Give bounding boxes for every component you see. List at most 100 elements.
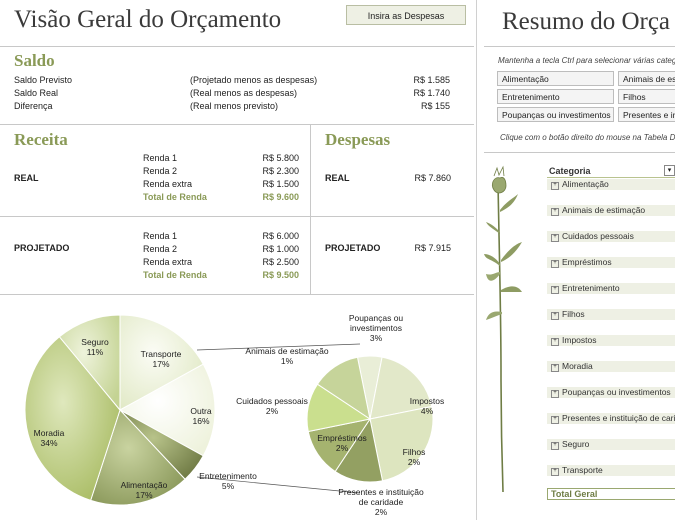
income-value: R$ 1.000 [262, 244, 299, 254]
income-total-value: R$ 9.500 [262, 270, 299, 280]
saldo-row-value: R$ 1.740 [413, 88, 450, 98]
saldo-row-label: Saldo Real [14, 88, 59, 98]
income-value: R$ 1.500 [262, 179, 299, 189]
slice-label-moradia: Moradia 34% [33, 428, 65, 448]
expand-icon[interactable]: + [551, 208, 559, 216]
pivot-category-row[interactable]: + Empréstimos [547, 257, 675, 268]
slice-label-presentes: Presentes e instituição de caridade 2% [338, 487, 424, 517]
slicer-item[interactable]: Entretenimento [497, 89, 614, 104]
income-value: R$ 2.500 [262, 257, 299, 267]
expand-icon[interactable]: + [551, 442, 559, 450]
income-total-label: Total de Renda [143, 270, 207, 280]
receita-heading: Receita [14, 130, 68, 149]
slice-label-animais: Animais de estimação 1% [245, 346, 329, 366]
receita-projetado-label: PROJETADO [14, 243, 70, 253]
enter-expenses-button[interactable]: Insira as Despesas [346, 5, 466, 25]
expand-icon[interactable]: + [551, 416, 559, 424]
pivot-category-row[interactable]: + Animais de estimação [547, 205, 675, 216]
saldo-row-note: (Projetado menos as despesas) [190, 75, 318, 85]
pivot-category-row[interactable]: + Entretenimento [547, 283, 675, 294]
slice-label-seguro: Seguro 11% [81, 337, 109, 357]
slicer-item[interactable]: Presentes e inst [618, 107, 675, 122]
income-name: Renda 1 [143, 153, 178, 163]
slice-label-transporte: Transporte 17% [140, 349, 182, 369]
filter-dropdown-icon[interactable]: ▾ [664, 165, 675, 176]
expand-icon[interactable]: + [551, 286, 559, 294]
expense-pie-chart [24, 314, 434, 506]
slicer-item[interactable]: Animais de esti [618, 71, 675, 86]
pivot-category-row[interactable]: + Alimentação [547, 179, 675, 190]
pie-slice-outra [118, 363, 216, 457]
income-name: Renda 2 [143, 244, 178, 254]
connector-line [196, 476, 361, 494]
income-value: R$ 2.300 [262, 166, 299, 176]
slice-label-outra: Outra 16% [190, 406, 212, 426]
receita-real-label: REAL [14, 173, 39, 183]
sheet-divider [476, 0, 485, 520]
despesas-real-label: REAL [325, 173, 350, 183]
income-value: R$ 5.800 [262, 153, 299, 163]
slice-label-impostos: Impostos 4% [409, 396, 445, 416]
pie-slice-alimentação [90, 409, 186, 506]
expand-icon[interactable]: + [551, 234, 559, 242]
connector-line [196, 343, 361, 351]
despesas-real-value: R$ 7.860 [414, 173, 451, 183]
expand-icon[interactable]: + [551, 260, 559, 268]
pie-slice-transporte [119, 314, 204, 411]
despesas-projetado-label: PROJETADO [325, 243, 381, 253]
pivot-category-row[interactable]: + Cuidados pessoais [547, 231, 675, 242]
pivot-category-row[interactable]: + Transporte [547, 465, 675, 476]
saldo-row-value: R$ 155 [420, 101, 450, 111]
page-title: Visão Geral do Orçamento [14, 6, 282, 33]
slice-label-entretenimento: Entretenimento 5% [199, 471, 257, 491]
expand-icon[interactable]: + [551, 390, 559, 398]
saldo-row-value: R$ 1.585 [413, 75, 450, 85]
pie-slice-moradia [24, 336, 121, 501]
slice-label-cuidados: Cuidados pessoais 2% [236, 396, 308, 416]
pie-slice-secondary-6 [316, 356, 371, 421]
saldo-row-note: (Real menos as despesas) [190, 88, 298, 98]
income-total-label: Total de Renda [143, 192, 207, 202]
slicer-item[interactable]: Filhos [618, 89, 675, 104]
pivot-total-row: Total Geral [547, 488, 675, 500]
pivot-hint: Clique com o botão direito do mouse na T… [500, 133, 675, 142]
slicer-hint: Mantenha a tecla Ctrl para selecionar vá… [498, 56, 675, 65]
income-name: Renda 1 [143, 231, 178, 241]
pivot-category-row[interactable]: + Filhos [547, 309, 675, 320]
slice-label-emprestimos: Empréstimos 2% [317, 433, 367, 453]
despesas-heading: Despesas [325, 130, 391, 149]
plant-illustration [484, 165, 522, 492]
saldo-row-label: Saldo Previsto [14, 75, 73, 85]
slice-label-filhos: Filhos 2% [402, 447, 426, 467]
pie-secondary [306, 355, 434, 483]
income-total-value: R$ 9.600 [262, 192, 299, 202]
pie-primary [24, 314, 216, 506]
pivot-category-row[interactable]: +Presentes e instituição de caridade [547, 413, 675, 424]
pie-slice-secondary-2 [369, 405, 434, 482]
pivot-category-row[interactable]: + Impostos [547, 335, 675, 346]
pivot-category-row[interactable]: + Poupanças ou investimentos [547, 387, 675, 398]
saldo-row-note: (Real menos previsto) [190, 101, 279, 111]
pivot-header: Categoria [549, 166, 591, 176]
pivot-category-row[interactable]: + Seguro [547, 439, 675, 450]
slicer-item[interactable]: Poupanças ou investimentos [497, 107, 614, 122]
saldo-row-label: Diferença [14, 101, 53, 111]
pivot-category-row[interactable]: + Moradia [547, 361, 675, 372]
slicer-item[interactable]: Alimentação [497, 71, 614, 86]
slice-label-alimentacao: Alimentação 17% [120, 480, 168, 500]
expand-icon[interactable]: + [551, 364, 559, 372]
pie-slice-secondary-1 [369, 356, 433, 420]
income-name: Renda extra [143, 257, 193, 267]
expand-icon[interactable]: + [551, 468, 559, 476]
despesas-projetado-value: R$ 7.915 [414, 243, 451, 253]
slice-label-poupancas: Poupanças ou investimentos 3% [348, 313, 404, 343]
income-name: Renda extra [143, 179, 193, 189]
saldo-heading: Saldo [14, 51, 55, 70]
expand-icon[interactable]: + [551, 182, 559, 190]
income-name: Renda 2 [143, 166, 178, 176]
summary-title: Resumo do Orça [502, 8, 671, 35]
income-value: R$ 6.000 [262, 231, 299, 241]
expand-icon[interactable]: + [551, 312, 559, 320]
expand-icon[interactable]: + [551, 338, 559, 346]
pie-slice-seguro [58, 314, 121, 412]
